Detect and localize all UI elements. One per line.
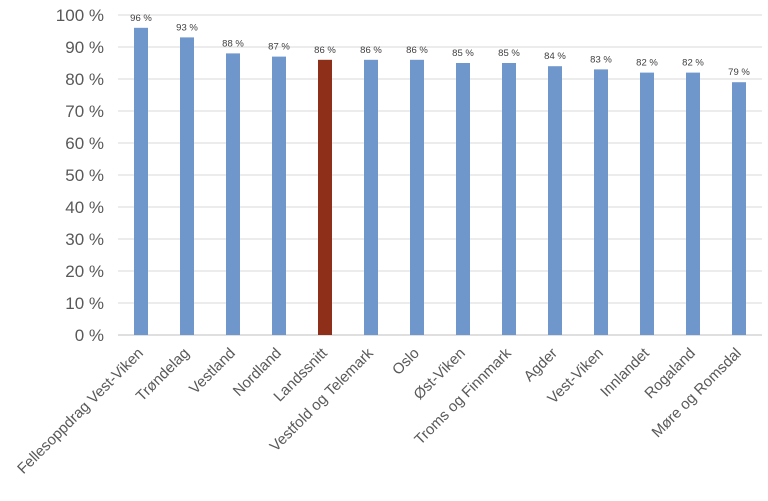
data-label: 86 %: [406, 45, 428, 56]
data-label: 85 %: [452, 48, 474, 59]
data-label: 93 %: [176, 22, 198, 33]
bar-4: [318, 59, 332, 336]
bar-5: [364, 59, 378, 336]
bar-6: [410, 59, 424, 336]
bar-9: [548, 66, 562, 335]
y-tick-label: 60 %: [65, 134, 104, 153]
y-tick-label: 70 %: [65, 102, 104, 121]
data-label: 82 %: [636, 58, 658, 69]
x-axis-ticks: Fellesoppdrag Vest-VikenTrøndelagVestlan…: [14, 344, 745, 477]
data-label: 88 %: [222, 38, 244, 49]
bar-10: [594, 69, 608, 336]
gridlines: [118, 14, 762, 336]
bar-1: [180, 37, 194, 336]
y-axis-ticks: 0 % 10 % 20 % 30 % 40 % 50 % 60 % 70 % 80 % 90 % 1…: [56, 6, 104, 345]
data-label: 83 %: [590, 54, 612, 65]
bar-2: [226, 53, 240, 336]
data-label: 86 %: [360, 45, 382, 56]
data-label: 86 %: [314, 45, 336, 56]
data-label: 87 %: [268, 42, 290, 53]
bar-12: [686, 72, 700, 335]
y-tick-label: 0 %: [75, 326, 104, 345]
x-tick-label: Fellesoppdrag Vest-Viken: [14, 345, 147, 478]
bar-3: [272, 56, 286, 335]
data-labels: 96 % 93 % 88 % 87 % 86 % 86 % 86 % 85 % 85 % 84 %…: [130, 13, 750, 78]
data-label: 85 %: [498, 48, 520, 59]
x-tick-label: Møre og Romsdal: [649, 345, 745, 441]
bar-8: [502, 63, 516, 335]
bars: [134, 27, 746, 336]
x-tick-label: Oslo: [389, 345, 423, 379]
y-tick-label: 90 %: [65, 38, 104, 57]
data-label: 84 %: [544, 51, 566, 62]
data-label: 79 %: [728, 67, 750, 78]
y-tick-label: 30 %: [65, 230, 104, 249]
y-tick-label: 100 %: [56, 6, 104, 25]
data-label: 82 %: [682, 58, 704, 69]
y-tick-label: 50 %: [65, 166, 104, 185]
bar-7: [456, 63, 470, 335]
bar-13: [732, 82, 746, 335]
y-tick-label: 40 %: [65, 198, 104, 217]
data-label: 96 %: [130, 13, 152, 24]
bar-11: [640, 72, 654, 335]
y-tick-label: 10 %: [65, 294, 104, 313]
y-tick-label: 80 %: [65, 70, 104, 89]
y-tick-label: 20 %: [65, 262, 104, 281]
bar-0: [134, 27, 148, 336]
x-tick-label: Agder: [521, 345, 561, 385]
